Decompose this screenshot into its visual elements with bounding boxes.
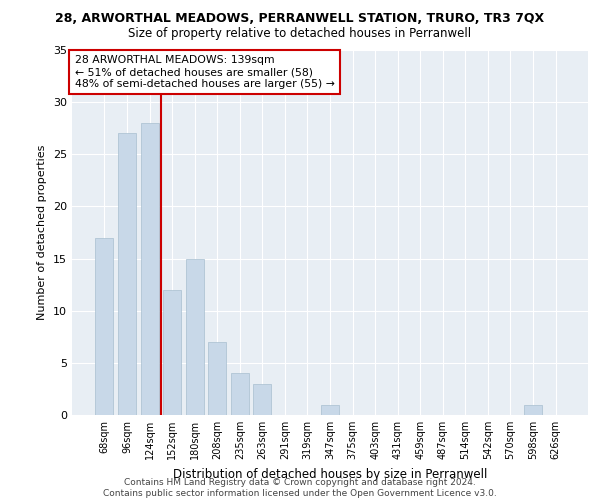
Bar	[95, 238, 113, 415]
Bar	[140, 123, 158, 415]
Bar	[208, 342, 226, 415]
Bar	[163, 290, 181, 415]
Y-axis label: Number of detached properties: Number of detached properties	[37, 145, 47, 320]
Bar	[185, 258, 204, 415]
Bar	[118, 134, 136, 415]
Text: Contains HM Land Registry data © Crown copyright and database right 2024.
Contai: Contains HM Land Registry data © Crown c…	[103, 478, 497, 498]
Bar	[253, 384, 271, 415]
Text: 28 ARWORTHAL MEADOWS: 139sqm
← 51% of detached houses are smaller (58)
48% of se: 28 ARWORTHAL MEADOWS: 139sqm ← 51% of de…	[74, 56, 334, 88]
Bar	[524, 404, 542, 415]
Text: Size of property relative to detached houses in Perranwell: Size of property relative to detached ho…	[128, 28, 472, 40]
X-axis label: Distribution of detached houses by size in Perranwell: Distribution of detached houses by size …	[173, 468, 487, 480]
Bar	[231, 374, 249, 415]
Text: 28, ARWORTHAL MEADOWS, PERRANWELL STATION, TRURO, TR3 7QX: 28, ARWORTHAL MEADOWS, PERRANWELL STATIO…	[55, 12, 545, 26]
Bar	[321, 404, 339, 415]
